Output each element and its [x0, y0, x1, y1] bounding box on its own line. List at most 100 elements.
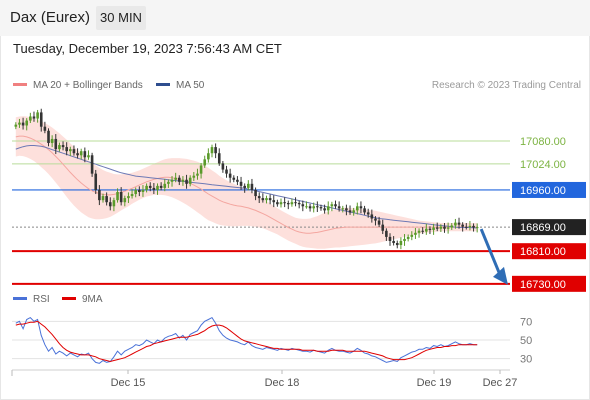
candle-body-8 — [43, 126, 47, 131]
candle-body-34 — [138, 189, 141, 192]
candle-body-76 — [290, 202, 294, 205]
candle-body-30 — [123, 198, 127, 203]
candle-body-102 — [385, 230, 388, 237]
candle-body-117 — [439, 226, 443, 229]
candle-body-16 — [72, 149, 76, 154]
candlestick-layer — [14, 108, 479, 250]
resistance-label-2: 16960.00 — [520, 185, 566, 197]
support-label-4: 16810.00 — [520, 246, 566, 258]
candle-body-45 — [177, 177, 181, 182]
candle-body-49 — [192, 175, 196, 178]
candle-body-70 — [268, 198, 272, 201]
candle-body-52 — [203, 159, 207, 166]
candle-body-88 — [334, 204, 337, 207]
candle-body-105 — [395, 243, 399, 246]
legend-swatch-9ma — [62, 296, 76, 300]
legend-label-bollinger: MA 20 + Bollinger Bands — [33, 80, 143, 91]
candle-body-18 — [79, 151, 83, 156]
candle-body-83 — [316, 206, 319, 208]
candle-body-19 — [83, 151, 87, 158]
legend-label-rsi: RSI — [33, 294, 50, 305]
candle-body-94 — [356, 206, 359, 211]
candle-body-114 — [428, 228, 432, 230]
timeframe-badge[interactable]: 30 MIN — [96, 6, 146, 30]
candle-body-90 — [341, 208, 345, 210]
candle-body-36 — [145, 185, 148, 190]
candle-body-11 — [54, 138, 58, 150]
candle-body-118 — [443, 226, 446, 229]
candle-body-98 — [370, 214, 374, 219]
candle-body-111 — [417, 230, 421, 233]
legend-swatch-rsi — [13, 296, 27, 300]
candle-body-0 — [14, 124, 18, 127]
candle-body-99 — [374, 218, 377, 221]
candle-body-126 — [472, 225, 475, 228]
bollinger-band-layer — [15, 116, 478, 249]
candle-body-107 — [403, 238, 406, 241]
candle-body-121 — [454, 222, 457, 226]
legend-swatch-ma50 — [156, 82, 170, 86]
candle-body-69 — [265, 198, 268, 201]
candle-body-78 — [297, 203, 301, 205]
candle-body-66 — [254, 189, 257, 197]
candle-body-125 — [468, 225, 472, 228]
rsi-tick-0: 70 — [520, 316, 532, 328]
candle-body-17 — [76, 153, 79, 156]
candle-body-81 — [308, 206, 312, 209]
candle-body-23 — [98, 189, 101, 201]
forecast-arrow-shaft — [479, 228, 502, 276]
research-credit: Research © 2023 Trading Central — [431, 80, 581, 91]
candle-body-40 — [159, 185, 163, 188]
rsi-tick-2: 30 — [520, 354, 532, 366]
candle-body-122 — [457, 222, 461, 225]
candle-body-96 — [363, 208, 366, 213]
target-label-0: 17080.00 — [520, 136, 566, 148]
candle-body-10 — [50, 138, 54, 144]
candle-body-112 — [421, 230, 424, 232]
candle-body-86 — [326, 206, 330, 211]
candle-body-4 — [29, 116, 32, 121]
candle-body-33 — [134, 189, 137, 195]
candle-body-77 — [294, 202, 297, 204]
candle-body-1 — [18, 122, 21, 125]
support-label-box-4 — [512, 243, 586, 260]
candle-body-73 — [279, 202, 283, 205]
candle-body-7 — [39, 112, 43, 127]
rsi-line — [15, 316, 478, 364]
candle-body-124 — [464, 226, 468, 228]
candle-body-75 — [286, 203, 290, 205]
candle-body-109 — [410, 234, 414, 237]
candle-body-93 — [352, 210, 355, 213]
candle-body-44 — [174, 177, 177, 180]
candle-body-123 — [461, 224, 464, 227]
x-tick-label-2: Dec 19 — [417, 377, 452, 389]
candle-body-64 — [247, 183, 250, 188]
candle-body-27 — [112, 200, 116, 207]
candle-body-20 — [87, 155, 90, 158]
forecast-arrow-head — [493, 266, 508, 285]
forecast-arrow-layer — [479, 228, 508, 285]
candle-body-21 — [90, 155, 94, 174]
support-label-box-5 — [512, 275, 586, 292]
candle-body-61 — [236, 179, 239, 182]
x-tick-label-3: Dec 27 — [483, 377, 518, 389]
candle-body-2 — [21, 122, 25, 126]
candle-body-85 — [323, 208, 326, 211]
x-tick-label-1: Dec 18 — [265, 377, 300, 389]
candle-body-24 — [101, 196, 105, 201]
candle-body-62 — [239, 181, 243, 186]
candle-body-50 — [196, 173, 199, 176]
timestamp-label: Tuesday, December 19, 2023 7:56:43 AM CE… — [13, 41, 282, 56]
candle-body-97 — [366, 212, 370, 215]
legend-swatch-bollinger — [13, 82, 27, 86]
candle-body-15 — [69, 149, 72, 152]
candle-body-3 — [25, 120, 29, 126]
legend-item-9ma: 9MA — [62, 294, 103, 305]
candle-body-22 — [94, 173, 98, 190]
candle-body-31 — [127, 196, 130, 199]
candle-body-127 — [475, 227, 479, 229]
candle-body-55 — [214, 147, 217, 154]
ma20-line — [15, 135, 478, 234]
candle-body-82 — [312, 206, 316, 209]
candle-body-89 — [337, 206, 341, 209]
